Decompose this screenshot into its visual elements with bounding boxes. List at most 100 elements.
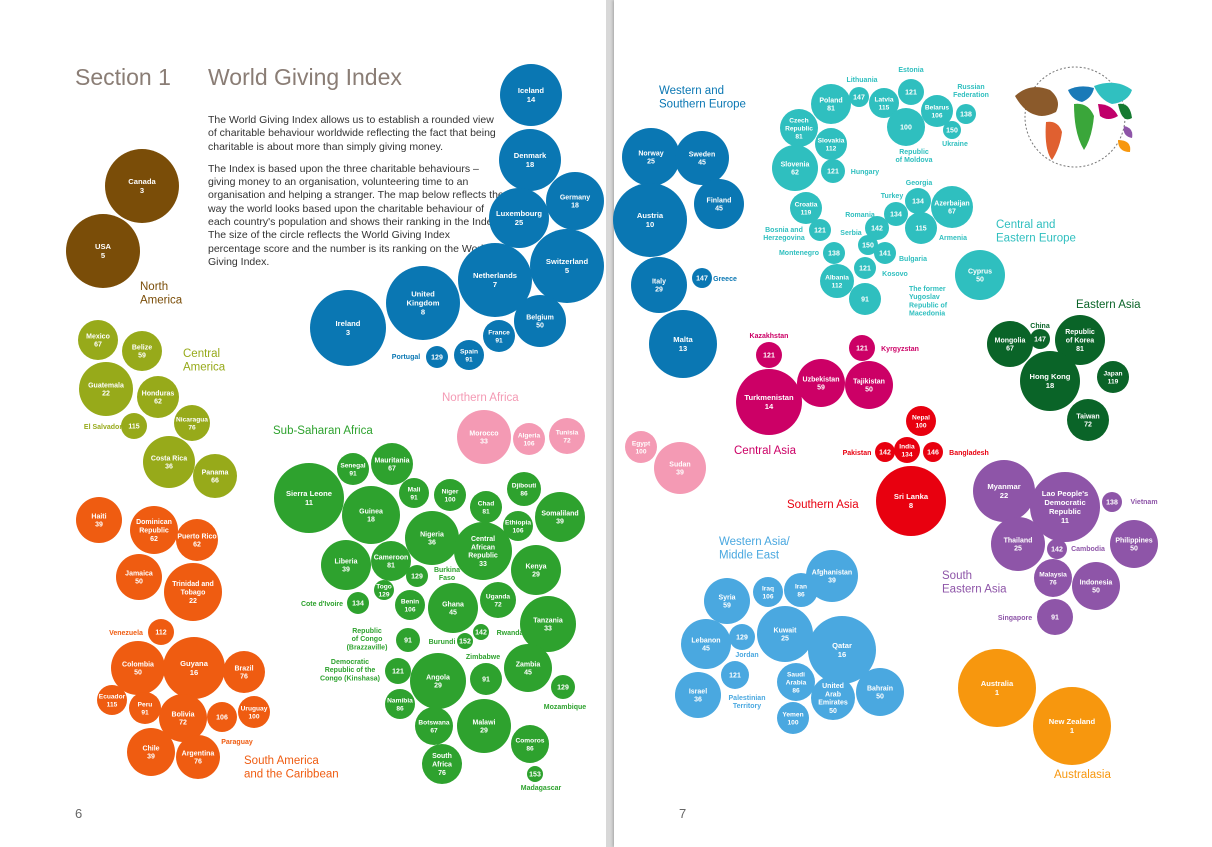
bubble-label-hong-kong: Hong Kong 18 [1030,372,1071,390]
country-bubble-benin: Benin 106 [395,590,425,620]
bubble-label-spain: Spain 91 [460,348,478,363]
bubble-label-egypt: Egypt 100 [632,440,651,455]
bubble-label-mauritania: Mauritania 67 [374,457,409,472]
bubble-circle-india [894,437,920,463]
country-bubble-norway: Norway 25 [622,128,680,186]
country-bubble-bosnia-and-herzegovina: 121 Bosnia and Herzegovina [763,219,831,242]
bubble-name-burkina-faso: Burkina Faso [434,567,460,582]
country-bubble-haiti: Haiti 39 [76,497,122,543]
bubble-circle-el-salvador [121,413,147,439]
country-bubble-qatar: Qatar 16 [808,616,876,684]
bubble-circle-china [1030,329,1050,349]
bubble-circle-sierra-leone [274,463,344,533]
bubble-circle-uruguay [238,696,270,728]
country-bubble-the-former-yugoslav-republic-of-macedonia: 91 The former Yugoslav Republic of Macedonia [849,283,948,318]
bubble-circle-belarus [921,95,953,127]
bubble-name-zimbabwe: Zimbabwe [466,654,500,661]
bubble-circle-south-africa [422,744,462,784]
country-bubble-mozambique: 129 Mozambique [544,675,586,711]
country-bubble-dominican-republic: Dominican Republic 62 [130,506,178,554]
bubble-label-uganda: Uganda 72 [486,593,511,608]
bubble-name-the-former-yugoslav-republic-of-macedonia: The former Yugoslav Republic of Macedonia [909,286,948,318]
bubble-rank-bulgaria: 141 [879,251,891,258]
bubble-circle-venezuela [148,619,174,645]
country-bubble-kuwait: Kuwait 25 [757,606,813,662]
bubble-label-bahrain: Bahrain 50 [867,685,893,700]
bubble-label-sri-lanka: Sri Lanka 8 [894,492,929,510]
bubble-circle-georgia [905,188,931,214]
bubble-label-syria: Syria 59 [718,594,735,609]
bubble-label-togo: Togo 129 [376,583,392,598]
bubble-rank-georgia: 134 [912,199,924,206]
bubble-label-kenya: Kenya 29 [525,563,546,578]
country-bubble-new-zealand: New Zealand 1 [1033,687,1111,765]
bubble-circle-canada [105,149,179,223]
bubble-circle-kyrgyzstan [849,335,875,361]
country-bubble-botswana: Botswana 67 [415,707,453,745]
bubble-label-slovakia: Slovakia 112 [818,137,845,152]
country-bubble-guinea: Guinea 18 [342,486,400,544]
bubble-label-poland: Poland 81 [819,97,842,112]
country-bubble-south-africa: South Africa 76 [422,744,462,784]
country-bubble-china: 147 China [1030,323,1050,349]
bubble-circle-australia [958,649,1036,727]
bubble-rank-republic-of-moldova: 100 [900,125,912,132]
country-bubble-denmark: Denmark 18 [499,129,561,191]
bubble-circle-estonia [898,79,924,105]
country-bubble-paraguay: 106 Paraguay [207,702,253,746]
bubble-label-guyana: Guyana 16 [180,659,209,677]
bubble-circle-republic-of-moldova [887,108,925,146]
bubble-circle-niger [434,479,466,511]
bubble-circle-uzbekistan [797,359,845,407]
bubble-name-kazakhstan: Kazakhstan [750,333,789,340]
bubble-circle-syria [704,578,750,624]
bubble-circle-brazil [223,651,265,693]
bubble-rank-portugal: 129 [431,355,443,362]
bubble-rank-ukraine: 150 [946,128,958,135]
bubble-label-niger: Niger 100 [442,488,459,503]
bubble-label-liberia: Liberia 39 [335,558,358,573]
bubble-rank-china: 147 [1034,337,1046,344]
bubble-name-armenia: Armenia [939,235,967,242]
bubble-circle-czech-republic [780,109,818,147]
region-label-sub-saharan-africa: Sub-Saharan Africa [273,425,373,437]
bubble-circle-latvia [869,88,899,118]
country-bubble-france: France 91 [483,320,515,352]
bubble-name-rwanda: Rwanda [497,630,524,637]
bubble-circle-thailand [991,517,1045,571]
country-bubble-iceland: Iceland 14 [500,64,562,126]
country-bubble-cameroon: Cameroon 81 [371,541,411,581]
bubble-label-luxembourg: Luxembourg 25 [496,209,542,227]
bubble-circle-croatia [790,192,822,224]
bubble-circle-indonesia [1072,562,1120,610]
bubble-name-bulgaria: Bulgaria [899,256,927,263]
bubble-label-iran: Iran 86 [795,583,807,598]
bubble-label-afghanistan: Afghanistan 39 [812,569,852,584]
country-bubble-albania: Albania 112 [820,264,854,298]
bubble-name-el-salvador: El Salvador [84,424,122,431]
bubble-circle-chad [470,491,502,523]
country-bubble-angola: Angola 29 [410,653,466,709]
country-bubble-ecuador: Ecuador 115 [97,685,127,715]
bubble-rank-romania: 142 [871,226,883,233]
bubble-circle-bahrain [856,668,904,716]
country-bubble-ethiopia: Ethiopia 106 [503,511,533,541]
bubble-circle-ecuador [97,685,127,715]
bubble-circle-sudan [654,442,706,494]
country-bubble-niger: Niger 100 [434,479,466,511]
bubble-label-belgium: Belgium 50 [526,314,554,329]
bubble-circle-trinidad-and-tobago [164,563,222,621]
bubble-circle-benin [395,590,425,620]
bubble-name-kosovo: Kosovo [882,271,908,278]
bubble-label-finland: Finland 45 [707,197,732,212]
region-label-central-america: Central America [183,348,226,374]
bubble-rank-venezuela: 112 [155,630,166,637]
country-bubble-kenya: Kenya 29 [511,545,561,595]
bubble-circle-cyprus [955,250,1005,300]
bubble-circle-albania [820,264,854,298]
bubble-circle-mozambique [551,675,575,699]
bubble-rank-burkina-faso: 129 [411,574,423,581]
bubble-name-estonia: Estonia [898,67,923,74]
bubble-label-jamaica: Jamaica 50 [125,570,153,585]
bubble-circle-yemen [777,702,809,734]
